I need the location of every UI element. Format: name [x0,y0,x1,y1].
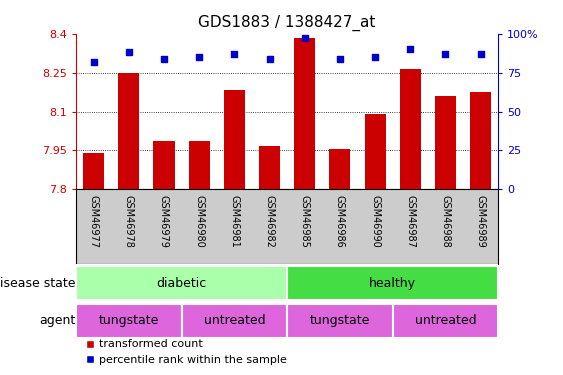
Text: GSM46981: GSM46981 [229,195,239,248]
Text: tungstate: tungstate [99,314,159,327]
Bar [435,96,456,189]
Bar [83,153,104,189]
Point [195,54,204,60]
Text: GSM46988: GSM46988 [440,195,450,248]
Point [336,56,345,62]
Text: untreated: untreated [415,314,476,327]
Text: healthy: healthy [369,277,416,290]
Title: GDS1883 / 1388427_at: GDS1883 / 1388427_at [198,15,376,31]
Bar [189,141,210,189]
Point [230,51,239,57]
Bar [365,114,386,189]
Point [124,50,133,55]
Bar [259,146,280,189]
Point [476,51,485,57]
Point [406,46,415,53]
Bar [76,304,181,338]
Bar [76,266,287,300]
Point [300,35,309,41]
Bar [329,149,350,189]
Bar [470,92,491,189]
Text: tungstate: tungstate [310,314,370,327]
Bar [153,141,175,189]
Text: diabetic: diabetic [157,277,207,290]
Bar [224,90,245,189]
Point [370,54,379,60]
Point [159,56,168,62]
Text: GSM46979: GSM46979 [159,195,169,248]
Bar [294,38,315,189]
Legend: transformed count, percentile rank within the sample: transformed count, percentile rank withi… [82,335,292,369]
Point [89,59,98,65]
Text: disease state: disease state [0,277,75,290]
Text: GSM46982: GSM46982 [265,195,275,248]
Point [265,56,274,62]
Text: GSM46986: GSM46986 [335,195,345,248]
Text: GSM46987: GSM46987 [405,195,415,248]
Bar [181,304,287,338]
Bar [118,73,140,189]
Bar [287,304,393,338]
Bar [400,69,421,189]
Text: untreated: untreated [204,314,265,327]
Text: GSM46977: GSM46977 [88,195,99,248]
Bar [393,304,498,338]
Point [441,51,450,57]
Bar [287,266,498,300]
Text: GSM46985: GSM46985 [300,195,310,248]
Text: GSM46978: GSM46978 [124,195,134,248]
Text: GSM46980: GSM46980 [194,195,204,248]
Text: agent: agent [39,314,75,327]
Text: GSM46989: GSM46989 [476,195,486,248]
Text: GSM46990: GSM46990 [370,195,380,248]
